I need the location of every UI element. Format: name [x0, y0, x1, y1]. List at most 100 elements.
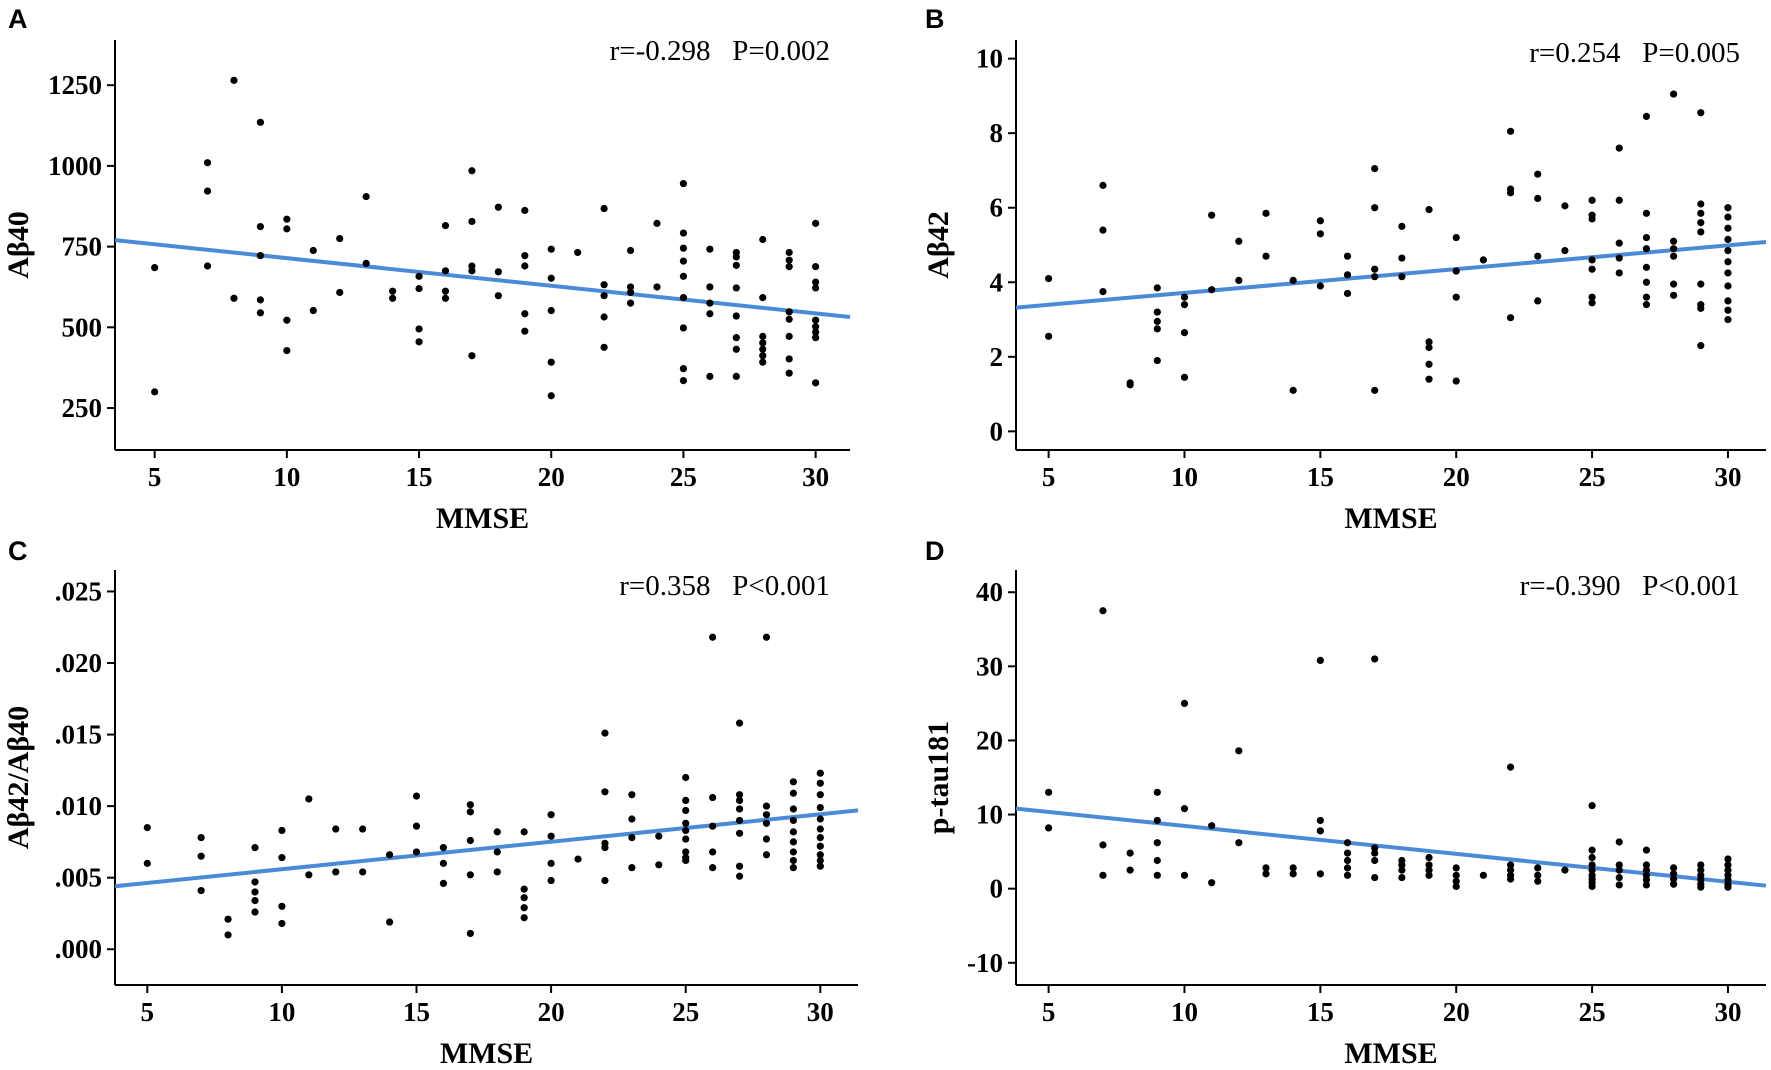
data-point	[1289, 386, 1297, 394]
data-point	[1588, 265, 1596, 273]
data-point	[415, 284, 423, 293]
y-tick-label: 1250	[48, 70, 102, 100]
data-point	[1371, 204, 1379, 212]
data-point	[389, 287, 397, 295]
data-point	[762, 851, 771, 859]
data-point	[1615, 269, 1623, 277]
panel-c: C 5 10 15 20 25 30 .000 .005 .010 .015 .020 .025 MMSE…	[2, 536, 859, 1070]
data-point	[1153, 284, 1161, 292]
data-point	[520, 828, 528, 836]
data-point	[600, 313, 608, 321]
data-point	[1371, 873, 1379, 882]
data-point	[735, 805, 744, 813]
data-point	[1208, 286, 1216, 294]
data-point	[1642, 293, 1651, 301]
data-point	[1642, 876, 1651, 884]
data-point	[1153, 325, 1161, 333]
regression-line	[1015, 806, 1767, 888]
data-point	[1452, 871, 1460, 879]
data-point	[682, 826, 690, 835]
y-tick-label: 2	[990, 342, 1004, 372]
data-point	[812, 263, 820, 271]
data-point	[1343, 839, 1352, 847]
data-point	[197, 886, 205, 895]
data-point	[230, 294, 238, 302]
data-point	[415, 338, 423, 346]
y-axis-title: Aβ40	[2, 211, 35, 278]
data-point	[1697, 200, 1705, 208]
x-tick-label: 15	[403, 997, 430, 1027]
data-point	[278, 919, 286, 928]
data-point	[1670, 864, 1678, 872]
data-point	[735, 816, 744, 825]
data-point	[1724, 861, 1732, 869]
data-point	[732, 253, 740, 261]
data-point	[1289, 864, 1297, 872]
data-point	[1670, 280, 1678, 288]
data-point	[709, 848, 717, 856]
data-point	[816, 769, 824, 777]
data-point	[1398, 273, 1406, 281]
data-point	[521, 310, 529, 318]
data-point	[1670, 291, 1678, 299]
data-point	[1588, 846, 1596, 854]
data-point	[1642, 245, 1651, 253]
y-tick-label: 250	[62, 393, 103, 423]
data-point	[1452, 864, 1460, 872]
data-point	[1615, 239, 1623, 247]
data-point	[600, 343, 608, 351]
data-point	[1045, 332, 1053, 340]
data-point	[203, 262, 212, 270]
y-tick-label: .015	[55, 720, 102, 750]
data-point	[1506, 314, 1515, 322]
data-point	[332, 868, 340, 876]
stat-annotation: r=-0.390 P<0.001	[1520, 570, 1740, 602]
data-point	[1262, 209, 1270, 217]
data-point	[655, 861, 663, 869]
data-point	[762, 633, 771, 641]
data-point	[816, 842, 824, 850]
data-point	[682, 835, 690, 843]
data-point	[151, 263, 159, 272]
data-point	[1615, 861, 1623, 869]
y-tick-label: 0	[990, 874, 1004, 904]
data-point	[1697, 883, 1705, 891]
data-point	[1235, 747, 1243, 755]
data-point	[494, 292, 502, 300]
panel-letter: D	[925, 536, 945, 566]
data-point	[305, 871, 313, 879]
data-point	[283, 225, 291, 233]
y-tick-label: 1000	[48, 151, 102, 181]
panel-b: B 5 10 15 20 25 30 0 2 4 6 8 10 MMSE Aβ42 r=0.254 P=0.0…	[922, 4, 1767, 535]
data-point	[1153, 856, 1161, 865]
data-point	[679, 257, 688, 265]
data-point	[547, 811, 555, 819]
data-point	[1615, 196, 1623, 204]
y-tick-label: 4	[990, 267, 1004, 297]
data-point	[679, 180, 688, 188]
x-tick-label: 30	[807, 997, 834, 1027]
data-point	[816, 803, 824, 812]
y-tick-label: .020	[55, 648, 102, 678]
data-point	[706, 310, 714, 318]
data-point	[1724, 297, 1732, 305]
data-point	[1343, 271, 1352, 279]
data-point	[256, 252, 265, 260]
data-point	[732, 312, 740, 320]
x-tick-label: 5	[141, 997, 155, 1027]
data-point	[359, 868, 367, 876]
data-point	[1724, 224, 1732, 232]
y-tick-label: .005	[55, 863, 102, 893]
data-point	[1180, 699, 1189, 707]
data-point	[224, 915, 232, 923]
data-point	[816, 834, 824, 842]
data-point	[626, 288, 635, 297]
data-point	[1153, 871, 1161, 879]
data-point	[256, 309, 265, 317]
data-point	[1588, 256, 1596, 264]
data-point	[1588, 866, 1596, 874]
y-axis-title: Aβ42	[922, 211, 955, 278]
data-point	[1180, 871, 1189, 879]
data-point	[1506, 866, 1515, 874]
